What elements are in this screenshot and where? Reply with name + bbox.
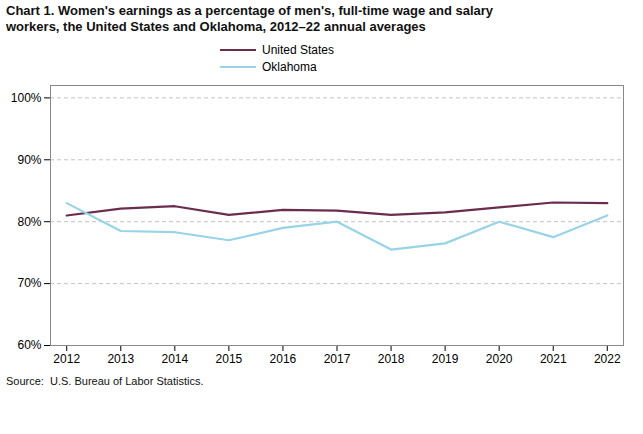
html-text:United States: United States [262, 42, 334, 57]
svg-text:2020: 2020 [486, 352, 513, 366]
html-text:workers, the United States and: workers, the United States and Oklahoma,… [6, 19, 426, 34]
html-text:Source: U.S. Bureau of Labor S: Source: U.S. Bureau of Labor Statistics. [6, 375, 204, 387]
html-text:Chart 1. Women's earnings as a: Chart 1. Women's earnings as a percentag… [6, 3, 494, 18]
svg-text:60%: 60% [17, 338, 41, 352]
svg-text:2017: 2017 [324, 352, 351, 366]
html-text:Oklahoma: Oklahoma [262, 59, 317, 74]
svg-text:100%: 100% [11, 91, 42, 105]
svg-text:2019: 2019 [432, 352, 459, 366]
svg-text:2018: 2018 [378, 352, 405, 366]
svg-text:70%: 70% [17, 276, 41, 290]
svg-text:2021: 2021 [540, 352, 567, 366]
svg-text:2012: 2012 [53, 352, 80, 366]
svg-text:2015: 2015 [216, 352, 243, 366]
svg-text:2022: 2022 [594, 352, 621, 366]
svg-text:2016: 2016 [270, 352, 297, 366]
svg-text:80%: 80% [17, 215, 41, 229]
svg-text:2014: 2014 [161, 352, 188, 366]
svg-text:90%: 90% [17, 153, 41, 167]
svg-text:2013: 2013 [107, 352, 134, 366]
